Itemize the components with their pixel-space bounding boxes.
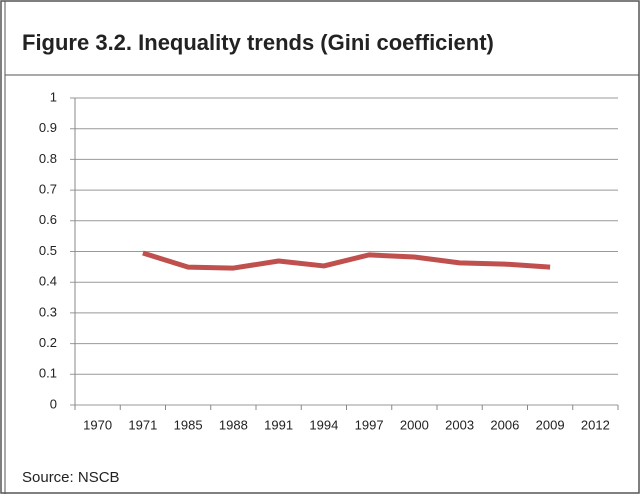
x-tick-label: 1985: [174, 417, 203, 432]
y-tick-label: 0.2: [39, 335, 57, 350]
x-tick-label: 2009: [536, 417, 565, 432]
x-tick-label: 2000: [400, 417, 429, 432]
y-tick-label: 0.9: [39, 120, 57, 135]
data-line: [142, 250, 551, 271]
y-tick-label: 0.1: [39, 366, 57, 381]
source: Source: NSCB: [22, 469, 120, 486]
y-tick-label: 0.6: [39, 212, 57, 227]
y-tick-label: 0.3: [39, 304, 57, 319]
x-tick-label: 1988: [219, 417, 248, 432]
y-tick-label: 0.7: [39, 182, 57, 197]
x-tick-label: 1991: [264, 417, 293, 432]
y-tick-label: 0.5: [39, 243, 57, 258]
x-tick-label: 2003: [445, 417, 474, 432]
chart-title: Figure 3.2. Inequality trends (Gini coef…: [22, 30, 494, 55]
x-tick-label: 1971: [128, 417, 157, 432]
x-tick-label: 2006: [490, 417, 519, 432]
x-tick-label: 2012: [581, 417, 610, 432]
x-tick-label: 1970: [83, 417, 112, 432]
x-tick-label: 1997: [355, 417, 384, 432]
y-tick-label: 0: [50, 396, 57, 411]
y-tick-label: 1: [50, 89, 57, 104]
x-tick-label: 1994: [309, 417, 338, 432]
y-tick-label: 0.8: [39, 151, 57, 166]
y-tick-label: 0.4: [39, 274, 57, 289]
